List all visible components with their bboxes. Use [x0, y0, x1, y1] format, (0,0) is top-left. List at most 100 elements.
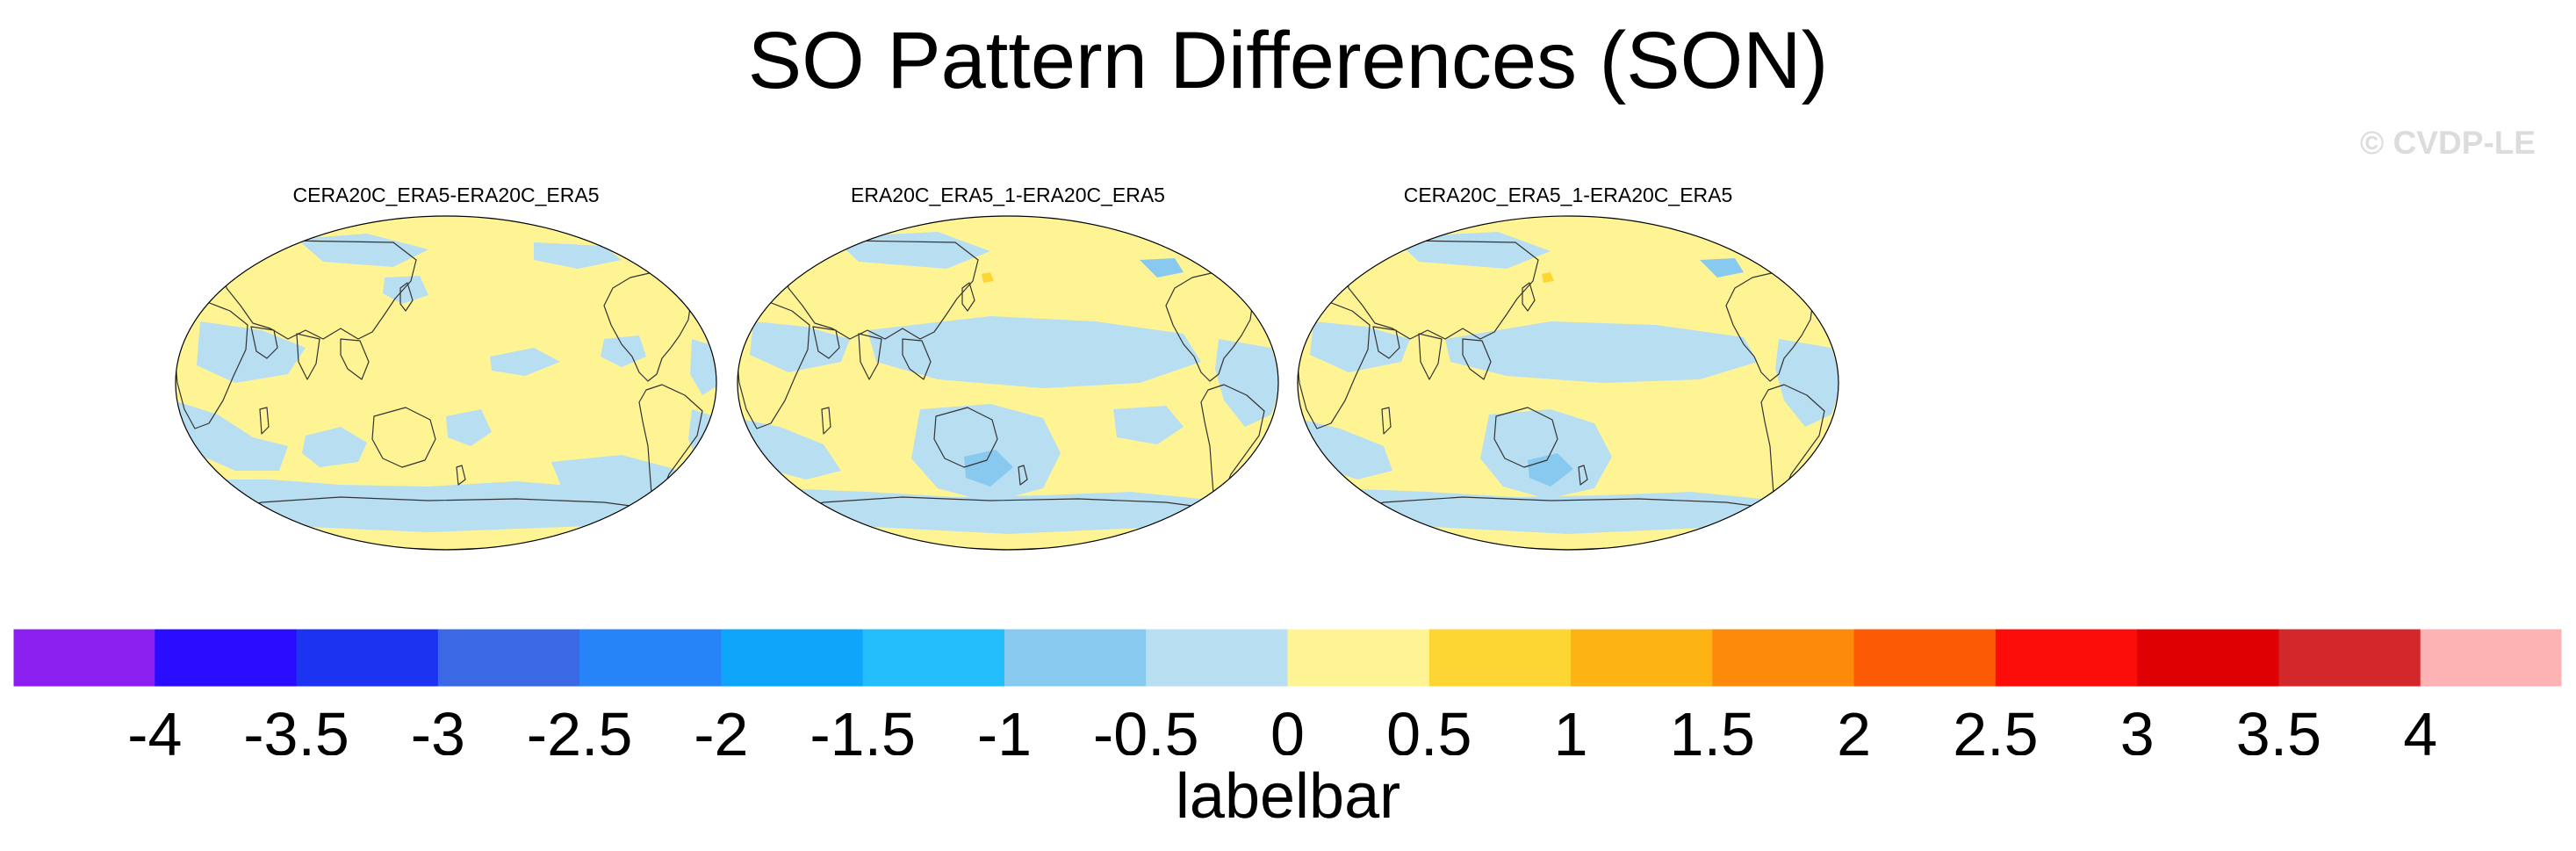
coastline-africa [738, 301, 810, 429]
labelbar: -4 -3.5 -3 -2.5 -2 -1.5 -1 -0.5 0 0.5 1 1.5 2 2.5 3 3.5… [12, 628, 2563, 755]
labelbar-box [2137, 629, 2279, 687]
labelbar-box [1571, 629, 1713, 687]
labelbar-box [13, 629, 155, 687]
negative-anomaly-region [1113, 406, 1184, 444]
world-map [175, 215, 717, 551]
watermark: © CVDP-LE [2360, 125, 2536, 161]
coastline-arabia [250, 326, 278, 359]
negative-anomaly-region [446, 409, 492, 446]
coastline-india [1418, 333, 1443, 380]
labelbar-tick-label: -1.5 [809, 700, 916, 755]
labelbar-title: labelbar [1175, 761, 1401, 832]
labelbar-box [1146, 629, 1288, 687]
figure-title: SO Pattern Differences (SON) [747, 16, 1829, 105]
labelbar-tick-label: 4 [2403, 700, 2437, 755]
labelbar-tick-label: 1 [1554, 700, 1588, 755]
negative-anomaly-region [200, 480, 692, 532]
negative-anomaly-region [867, 316, 1201, 388]
coastline-seAsia [1462, 338, 1492, 380]
coastline-newZealand [456, 465, 466, 486]
negative-anomaly-region [750, 321, 850, 372]
negative-anomaly-region [297, 234, 428, 267]
coastline-africa [1298, 301, 1371, 429]
labelbar-tick-label: -1 [977, 700, 1032, 755]
coastline-asia [1342, 240, 1539, 340]
map-border [175, 215, 717, 551]
negative-anomaly-region [197, 321, 306, 383]
labelbar-box [1995, 629, 2138, 687]
labelbar-box [155, 629, 298, 687]
coastline-japan [1522, 282, 1536, 312]
coastline-madagascar [1381, 407, 1392, 435]
negative-anomaly-region [1215, 339, 1278, 427]
labelbar-box [1428, 629, 1572, 687]
labelbar-tick-label: 3.5 [2236, 700, 2321, 755]
positive-anomaly-region [1542, 272, 1554, 283]
coastline-australia [1493, 407, 1558, 468]
labelbar-tick-label: -2 [694, 700, 748, 755]
coastline-india [858, 333, 882, 380]
world-map [737, 215, 1279, 551]
map-panel-1: CERA20C_ERA5-ERA20C_ERA5 [165, 176, 727, 559]
coastline-india [296, 333, 320, 380]
negative-anomaly-region [176, 400, 288, 471]
panel-title: CERA20C_ERA5-ERA20C_ERA5 [292, 184, 600, 206]
labelbar-tick-label: -2.5 [527, 700, 633, 755]
coastline-africa [176, 301, 248, 429]
labelbar-box [2278, 629, 2421, 687]
labelbar-box [1853, 629, 1997, 687]
negative-anomaly-region [1528, 453, 1573, 487]
labelbar-tick-label: 0.5 [1386, 700, 1471, 755]
coastline-australia [933, 407, 998, 468]
labelbar-tick-label: 1.5 [1670, 700, 1755, 755]
negative-anomaly-region [1775, 339, 1838, 427]
coastline-australia [371, 407, 436, 468]
labelbar-box [579, 629, 722, 687]
coastline-madagascar [821, 407, 831, 435]
panel-title: CERA20C_ERA5_1-ERA20C_ERA5 [1403, 184, 1733, 206]
coastline-asia [782, 240, 979, 340]
coastline-newZealand [1578, 465, 1588, 486]
positive-anomaly-region [982, 272, 994, 283]
labelbar-tick-label: -4 [127, 700, 182, 755]
map-border [737, 215, 1279, 551]
panel-title: ERA20C_ERA5_1-ERA20C_ERA5 [851, 184, 1165, 206]
map-panel-2: ERA20C_ERA5_1-ERA20C_ERA5 [727, 176, 1289, 559]
labelbar-box [437, 629, 580, 687]
labelbar-tick-label: 2.5 [1953, 700, 2038, 755]
negative-anomaly-region [1140, 258, 1184, 278]
coastline-madagascar [259, 407, 270, 435]
negative-anomaly-region [302, 427, 367, 467]
labelbar-tick-label: 3 [2120, 700, 2155, 755]
map-border [1297, 215, 1839, 551]
coastline-seAsia [340, 338, 370, 380]
labelbar-box [296, 629, 439, 687]
labelbar-tick-label: -3 [411, 700, 465, 755]
negative-anomaly-region [534, 242, 622, 269]
labelbar-box [1712, 629, 1855, 687]
negative-anomaly-region [1445, 321, 1758, 383]
labelbar-tick-label: -0.5 [1093, 700, 1199, 755]
labelbar-box [1287, 629, 1430, 687]
labelbar-box [2420, 629, 2563, 687]
coastline-japan [399, 282, 414, 312]
labelbar-box [862, 629, 1005, 687]
labelbar-tick-label: 2 [1837, 700, 1871, 755]
coastline-arabia [812, 326, 840, 359]
labelbar-box [721, 629, 864, 687]
labelbar-box [1004, 629, 1147, 687]
negative-anomaly-region [601, 335, 646, 367]
negative-anomaly-region [490, 348, 560, 376]
coastline-seAsia [902, 338, 932, 380]
coastline-japan [961, 282, 975, 312]
negative-anomaly-region [383, 276, 428, 304]
labelbar-tick-label: -3.5 [243, 700, 349, 755]
labelbar-frame [12, 628, 2563, 688]
labelbar-tick-label: 0 [1270, 700, 1305, 755]
negative-anomaly-region [1700, 258, 1744, 278]
coastline-asia [220, 240, 417, 340]
map-panel-3: CERA20C_ERA5_1-ERA20C_ERA5 [1287, 176, 1849, 559]
coastline-newZealand [1018, 465, 1028, 486]
world-map [1297, 215, 1839, 551]
coastline-arabia [1372, 326, 1400, 359]
